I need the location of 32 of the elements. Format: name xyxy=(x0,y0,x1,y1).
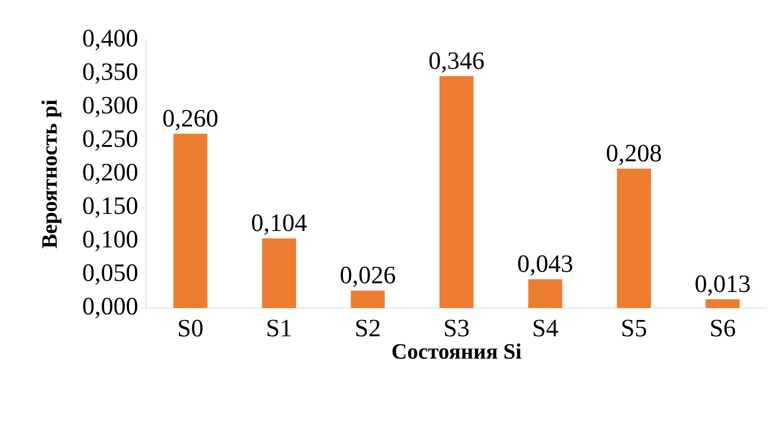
y-tick-label: 0,250 xyxy=(83,130,138,151)
y-tick-label: 0,100 xyxy=(83,230,138,252)
data-label: 0,104 xyxy=(252,214,307,235)
x-tick-label: S5 xyxy=(622,320,646,337)
bar xyxy=(350,290,385,308)
y-tick-label: 0,400 xyxy=(83,30,138,50)
bar xyxy=(706,299,740,308)
data-label: 0,026 xyxy=(340,266,396,288)
y-tick-label: 0,350 xyxy=(83,63,138,84)
y-tick-label: 0,200 xyxy=(83,164,138,184)
data-label: 0,013 xyxy=(696,275,750,296)
bar xyxy=(440,76,474,308)
bar xyxy=(262,238,296,308)
y-tick-label: 0,000 xyxy=(83,298,138,318)
bar xyxy=(616,168,651,308)
data-label: 0,260 xyxy=(163,110,218,130)
data-label: 0,043 xyxy=(518,255,572,276)
bar xyxy=(528,279,562,308)
x-tick-label: S1 xyxy=(268,320,291,337)
bar xyxy=(173,134,208,308)
y-axis-title: Вероятность pi xyxy=(41,100,62,248)
x-tick-label: S6 xyxy=(711,320,736,337)
x-tick-label: S2 xyxy=(356,320,380,337)
x-tick-label: S0 xyxy=(178,320,203,337)
data-label: 0,346 xyxy=(429,52,484,73)
x-tick-label: S4 xyxy=(534,320,558,337)
x-tick-label: S3 xyxy=(445,320,469,337)
y-tick-label: 0,050 xyxy=(83,264,138,285)
data-label: 0,208 xyxy=(606,144,661,166)
x-axis-title: Состояния Si xyxy=(392,343,522,359)
y-tick-label: 0,150 xyxy=(83,197,138,218)
y-tick-label: 0,300 xyxy=(83,96,138,118)
